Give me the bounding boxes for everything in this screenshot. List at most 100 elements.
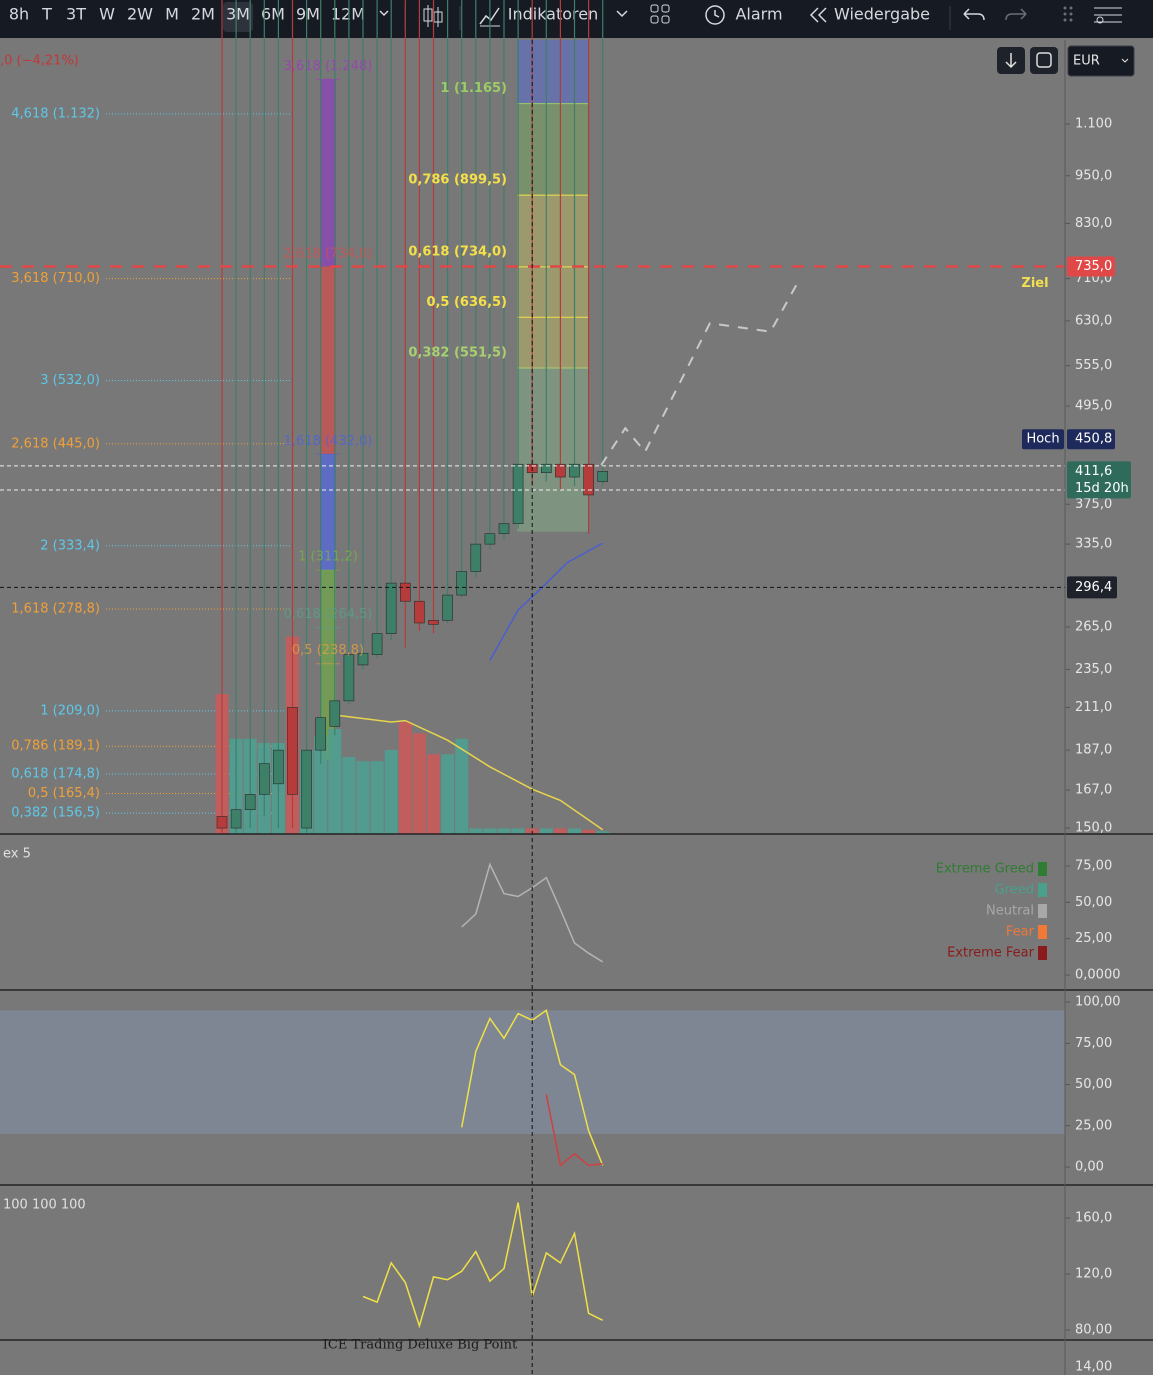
chevron (1121, 58, 1129, 63)
y-tick-label: 120,0 (1075, 1267, 1112, 1282)
interval-button[interactable]: 3M (226, 5, 250, 24)
interval-button[interactable]: 2M (191, 5, 215, 24)
layout-button[interactable] (650, 4, 670, 24)
volume-bar (539, 828, 553, 834)
y-tick-label: 950,0 (1075, 168, 1112, 183)
y-tick-label: 265,0 (1075, 619, 1112, 634)
undo-button[interactable] (963, 8, 985, 21)
dropdown-chevron[interactable] (616, 10, 628, 18)
y-tick-label: 75,00 (1075, 1036, 1112, 1051)
candle-body (399, 582, 411, 602)
candle-body (484, 533, 496, 545)
interval-button[interactable]: 8h (9, 5, 29, 24)
volume-bar (427, 754, 440, 834)
candle-body (428, 620, 439, 625)
y-tick-label: 235,0 (1075, 662, 1112, 677)
y-tick-label: 1.100 (1075, 116, 1112, 131)
high-tag: Hoch (1026, 432, 1059, 447)
fib-label: 2 (333,4) (40, 538, 100, 553)
redo-button[interactable] (1005, 8, 1027, 21)
candle-body (258, 763, 270, 795)
y-tick-label: 100,00 (1075, 995, 1121, 1010)
series-line (600, 277, 801, 466)
volume-bar (596, 831, 610, 834)
axis-label: 14,00 (1075, 1360, 1112, 1375)
interval-button[interactable]: T (41, 5, 52, 24)
fib-zone (320, 79, 336, 267)
alert-price-bg (1067, 256, 1115, 277)
chart-type-button[interactable] (423, 5, 443, 27)
legend-label: Neutral (986, 904, 1034, 919)
y-tick-label: 25,00 (1075, 931, 1112, 946)
legend-swatch (1038, 883, 1047, 897)
candle-body (583, 463, 594, 496)
replay-button[interactable]: Wiedergabe (834, 5, 930, 24)
y-tick-label: 830,0 (1075, 216, 1112, 231)
candle-body (470, 543, 482, 572)
volume-bar (398, 722, 412, 834)
fib-label: 0,786 (189,1) (11, 739, 100, 754)
dropdown-chevron[interactable] (379, 10, 389, 17)
interval-button[interactable]: 12M (331, 5, 365, 24)
volume-bar (370, 761, 384, 834)
volume-bar (412, 733, 426, 834)
fib-zone (517, 195, 589, 368)
price-change: ,0 (−4,21%) (0, 54, 79, 69)
fib-label: 1 (311,2) (298, 550, 358, 565)
interval-button[interactable]: M (165, 5, 179, 24)
candle-body (442, 594, 453, 621)
alert-price: 735,0 (1075, 259, 1112, 274)
y-tick-label: 160,0 (1075, 1211, 1112, 1226)
interval-button[interactable]: 3T (66, 5, 86, 24)
objects-button[interactable] (1094, 7, 1122, 24)
fib-label: 0,618 (264,5) (284, 607, 373, 622)
y-tick-label: 630,0 (1075, 313, 1112, 328)
volume-bar (314, 736, 328, 834)
fib-label: 0,382 (551,5) (408, 345, 507, 360)
fib-label: 1 (1.165) (440, 81, 507, 96)
y-tick-label: 495,0 (1075, 399, 1112, 414)
indicators-button[interactable]: Indikatoren (508, 5, 599, 24)
legend-label: Extreme Fear (947, 946, 1035, 961)
legend-swatch (1038, 946, 1047, 960)
volume-bar (328, 729, 342, 834)
high-price: 450,8 (1075, 432, 1112, 447)
volume-bar (497, 828, 511, 834)
candle-body (343, 654, 355, 702)
y-tick-label: 50,00 (1075, 1077, 1112, 1092)
toolbar (0, 0, 1153, 38)
last-price-bg (1067, 461, 1131, 499)
mid-layer (0, 0, 1065, 1329)
annotation: Ziel (1021, 276, 1048, 291)
y-tick-label: 80,00 (1075, 1323, 1112, 1338)
interval-button[interactable]: 9M (296, 5, 320, 24)
y-tick-label: 335,0 (1075, 537, 1112, 552)
panel-footer: ICE Trading Deluxe Big Point (323, 1338, 518, 1353)
volume-bar (342, 757, 356, 834)
fib-zone (320, 454, 336, 571)
drag-handle (1063, 6, 1073, 22)
fib-label: 1,618 (278,8) (11, 602, 100, 617)
volume-bar (356, 761, 370, 834)
y-tick-label: 150,0 (1075, 821, 1112, 836)
alarm-button[interactable]: Alarm (735, 5, 782, 24)
legend-swatch (1038, 862, 1047, 876)
legend-label: Fear (1006, 925, 1035, 940)
y-tick-label: 0,0000 (1075, 968, 1121, 983)
y-tick-label: 50,00 (1075, 895, 1112, 910)
y-tick-label: 555,0 (1075, 358, 1112, 373)
fib-label: 0,618 (174,8) (11, 766, 100, 781)
candle-body (329, 700, 341, 727)
volume-bar (441, 754, 455, 834)
candle-body (273, 749, 284, 785)
interval-button[interactable]: 2W (127, 5, 153, 24)
y-tick-label: 167,0 (1075, 783, 1112, 798)
interval-button[interactable]: W (99, 5, 115, 24)
reset-button[interactable] (1030, 47, 1058, 74)
volume-bar (384, 750, 398, 834)
currency-select[interactable] (1067, 45, 1135, 77)
fib-label: 1 (209,0) (40, 703, 100, 718)
front-layer: 1.100950,0830,0710,0630,0555,0495,0375,0… (0, 40, 1153, 1375)
